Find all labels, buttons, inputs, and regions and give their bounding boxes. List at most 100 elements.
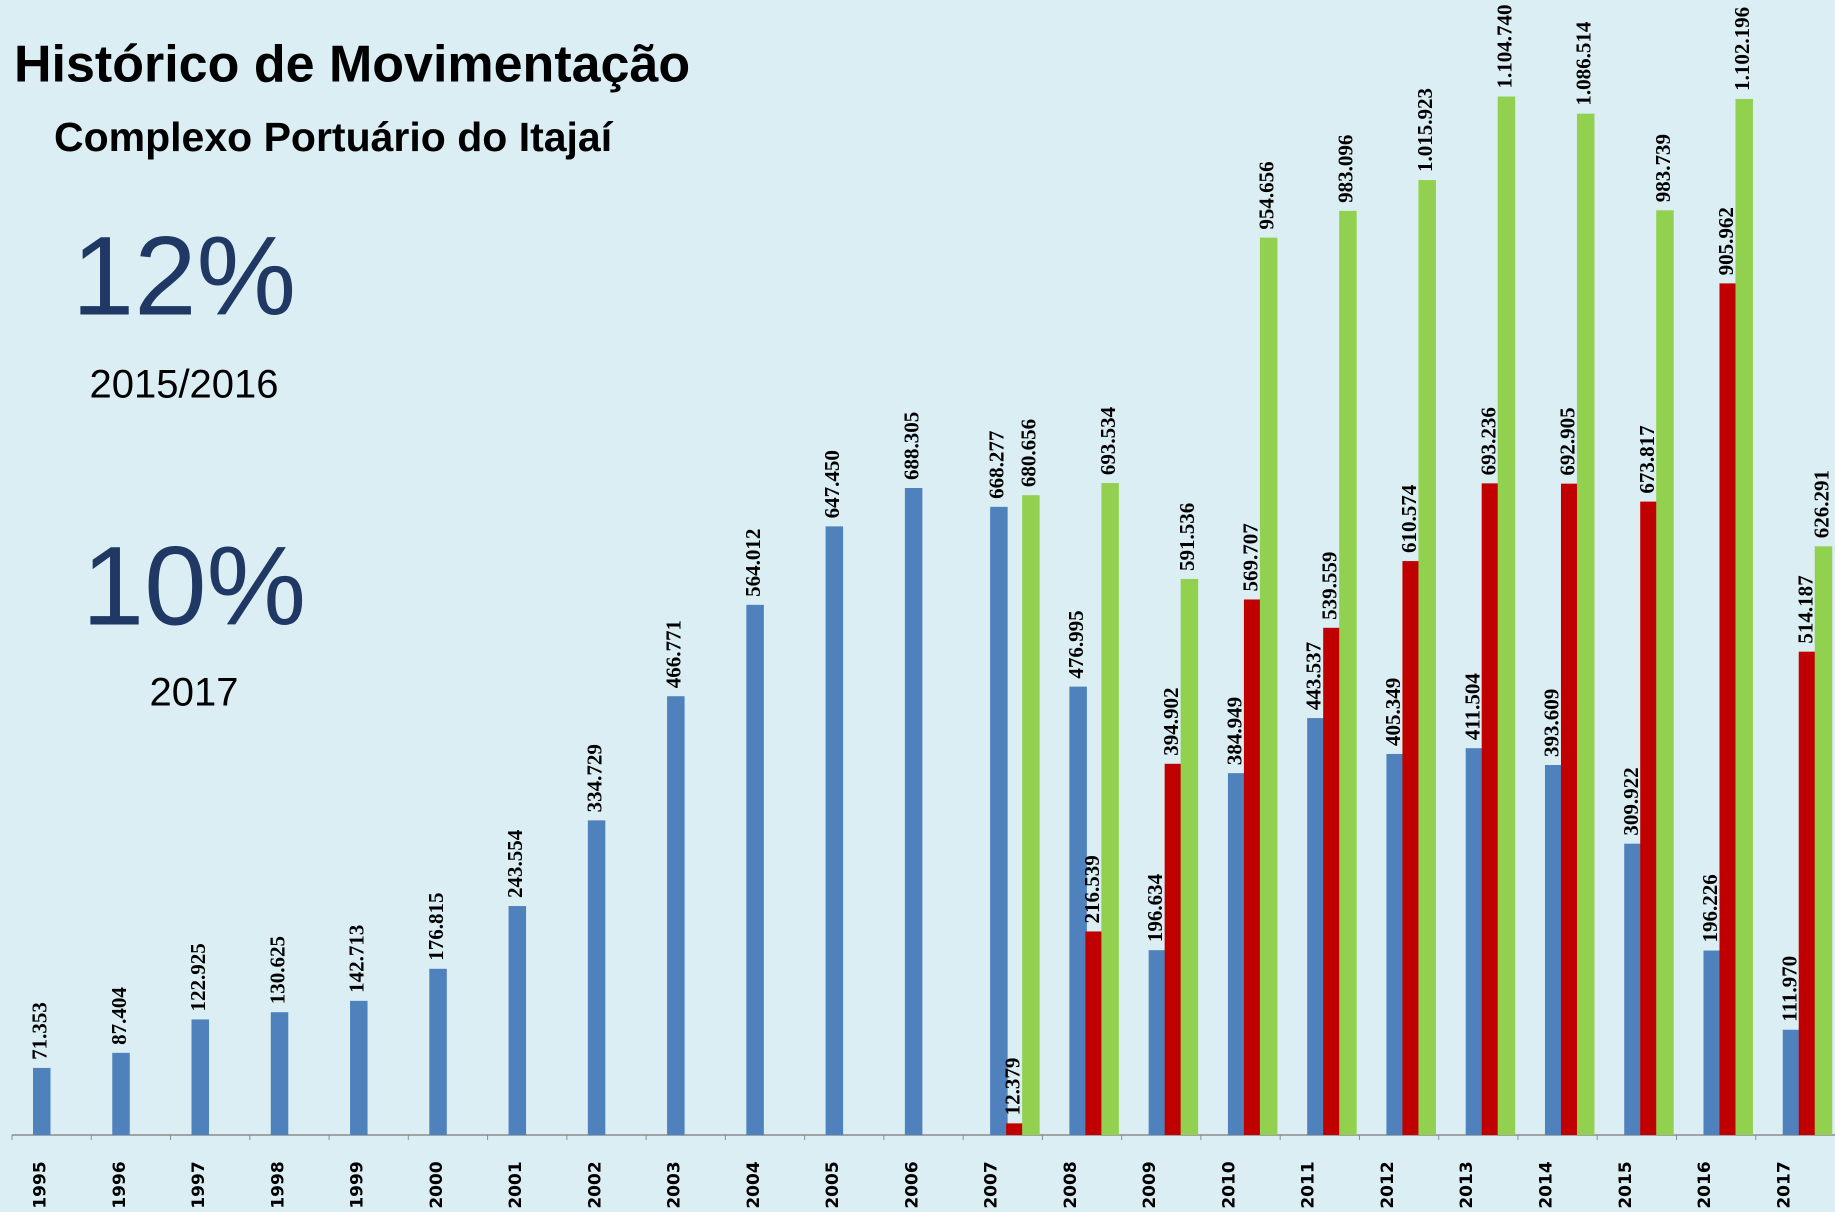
value-label: 1.104.740 (1492, 5, 1516, 89)
value-label: 176.815 (424, 893, 448, 961)
bar (1386, 753, 1404, 1135)
value-label: 411.504 (1460, 673, 1484, 741)
bar (1782, 1029, 1801, 1135)
bar (1418, 180, 1436, 1136)
annotation: 10% (82, 524, 306, 649)
value-label: 393.609 (1540, 689, 1564, 757)
bar (1180, 578, 1199, 1135)
value-label: 983.096 (1334, 135, 1358, 203)
x-tick-label: 2004 (744, 1161, 764, 1208)
x-tick-label: 1996 (110, 1161, 130, 1208)
bar (1640, 501, 1658, 1135)
bar (1164, 763, 1183, 1135)
chart-subtitle: Complexo Portuário do Itajaí (54, 114, 614, 160)
bar (1243, 599, 1262, 1135)
annotation: 2017 (150, 671, 239, 715)
value-label: 626.291 (1809, 470, 1833, 538)
bar (1560, 483, 1579, 1135)
value-label: 692.905 (1556, 407, 1580, 475)
value-label: 196.634 (1143, 873, 1167, 942)
value-label: 309.922 (1619, 767, 1643, 835)
value-label: 647.450 (820, 450, 844, 518)
value-label: 71.353 (28, 1002, 52, 1060)
x-tick-label: 2007 (982, 1161, 1002, 1208)
bar (667, 696, 685, 1135)
x-tick-label: 2002 (585, 1161, 605, 1208)
value-label: 122.925 (186, 943, 210, 1011)
bar (1323, 627, 1341, 1135)
bar (1656, 210, 1674, 1135)
bar (1022, 495, 1040, 1135)
value-label: 983.739 (1651, 134, 1675, 202)
x-tick-label: 2006 (902, 1161, 922, 1208)
value-label: 1.086.514 (1572, 21, 1596, 106)
value-label: 539.559 (1318, 552, 1342, 620)
value-label: 514.187 (1793, 575, 1817, 643)
value-label: 216.539 (1080, 855, 1104, 923)
value-label: 476.995 (1064, 610, 1088, 678)
x-tick-label: 2001 (506, 1161, 526, 1208)
bar (1402, 561, 1420, 1135)
chart-title: Histórico de Movimentação (14, 36, 690, 94)
x-tick-label: 2011 (1299, 1161, 1319, 1208)
bar (350, 1000, 368, 1135)
x-tick-label: 2016 (1695, 1161, 1715, 1208)
bar (1259, 237, 1278, 1136)
bar (1148, 950, 1167, 1135)
bar (270, 1012, 289, 1135)
bar (1544, 765, 1563, 1135)
value-label: 87.404 (107, 987, 131, 1045)
value-label: 405.349 (1381, 678, 1405, 746)
value-label: 564.012 (741, 529, 765, 597)
value-label: 394.902 (1159, 688, 1183, 756)
value-label: 954.656 (1254, 161, 1278, 229)
bar (1481, 483, 1500, 1135)
x-tick-label: 1997 (189, 1161, 209, 1208)
bar (1735, 98, 1753, 1135)
value-label: 12.379 (1001, 1058, 1025, 1116)
bar (746, 604, 764, 1135)
bar (1085, 931, 1103, 1135)
x-tick-label: 1998 (268, 1161, 288, 1208)
x-tick-label: 2010 (1219, 1161, 1239, 1208)
value-label: 688.305 (899, 412, 923, 480)
bar (587, 820, 606, 1135)
bar (1497, 96, 1516, 1135)
value-label: 130.625 (265, 936, 289, 1004)
value-label: 680.656 (1017, 419, 1041, 487)
x-tick-label: 2012 (1378, 1161, 1398, 1208)
value-label: 243.554 (503, 829, 527, 898)
x-tick-label: 2003 (665, 1161, 685, 1208)
bar (112, 1052, 130, 1135)
bar (1006, 1123, 1024, 1135)
bar (1307, 718, 1325, 1135)
x-tick-label: 2013 (1457, 1161, 1477, 1208)
value-label: 466.771 (662, 620, 686, 688)
bar (429, 968, 447, 1135)
x-tick-label: 2000 (427, 1161, 447, 1208)
value-label: 673.817 (1635, 425, 1659, 493)
value-label: 443.537 (1302, 642, 1326, 710)
x-tick-label: 2005 (823, 1161, 843, 1208)
value-label: 1.015.923 (1413, 88, 1437, 172)
bar (1719, 283, 1737, 1135)
x-tick-label: 2009 (1140, 1161, 1160, 1208)
value-label: 1.102.196 (1730, 7, 1754, 91)
value-label: 111.970 (1777, 956, 1801, 1022)
x-tick-label: 2014 (1536, 1161, 1556, 1208)
x-tick-label: 1999 (348, 1161, 368, 1208)
x-tick-label: 1995 (31, 1161, 51, 1208)
value-label: 196.226 (1698, 874, 1722, 942)
bar (904, 487, 923, 1135)
bar (1703, 950, 1721, 1135)
value-label: 142.713 (345, 925, 369, 993)
bar (191, 1019, 210, 1135)
bar (1798, 651, 1817, 1135)
bar (1101, 483, 1119, 1136)
bar (1465, 748, 1484, 1135)
bar (1576, 113, 1595, 1136)
value-label: 693.236 (1476, 407, 1500, 475)
value-label: 569.707 (1238, 523, 1262, 591)
